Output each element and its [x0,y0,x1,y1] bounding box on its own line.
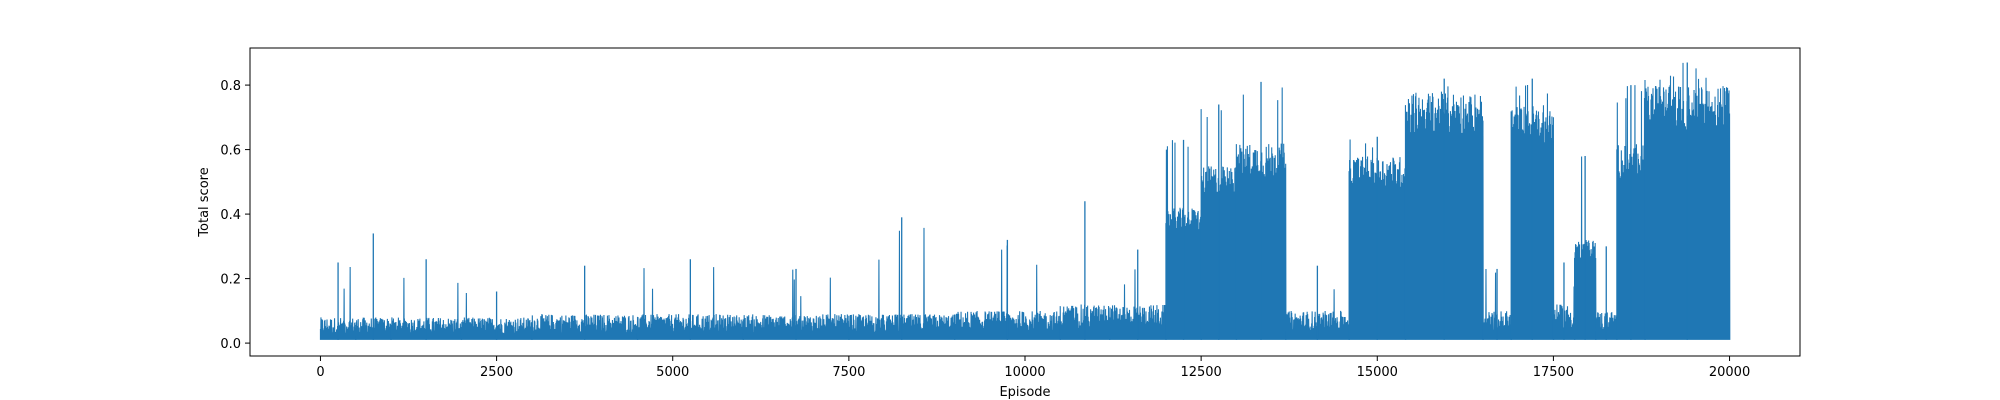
x-axis-label: Episode [999,385,1050,400]
x-tick-label: 2500 [480,365,513,380]
y-axis-label: Total score [197,167,212,237]
x-tick-label: 5000 [656,365,689,380]
series-layer [319,62,1731,340]
y-tick-label: 0.6 [220,144,241,159]
x-axis: 0 2500 5000 7500 10000 12500 15000 17500 20000 [316,356,1750,380]
x-tick-label: 0 [316,365,324,380]
x-tick-label: 15000 [1357,365,1398,380]
x-tick-label: 12500 [1180,365,1221,380]
x-tick-label: 17500 [1533,365,1574,380]
y-tick-label: 0.4 [220,208,241,223]
y-tick-label: 0.8 [220,79,241,94]
x-tick-label: 20000 [1709,365,1750,380]
x-tick-label: 7500 [832,365,865,380]
y-tick-label: 0.0 [220,337,241,352]
x-tick-label: 10000 [1004,365,1045,380]
y-axis: 0.0 0.2 0.4 0.6 0.8 [220,79,250,352]
y-tick-label: 0.2 [220,273,241,288]
